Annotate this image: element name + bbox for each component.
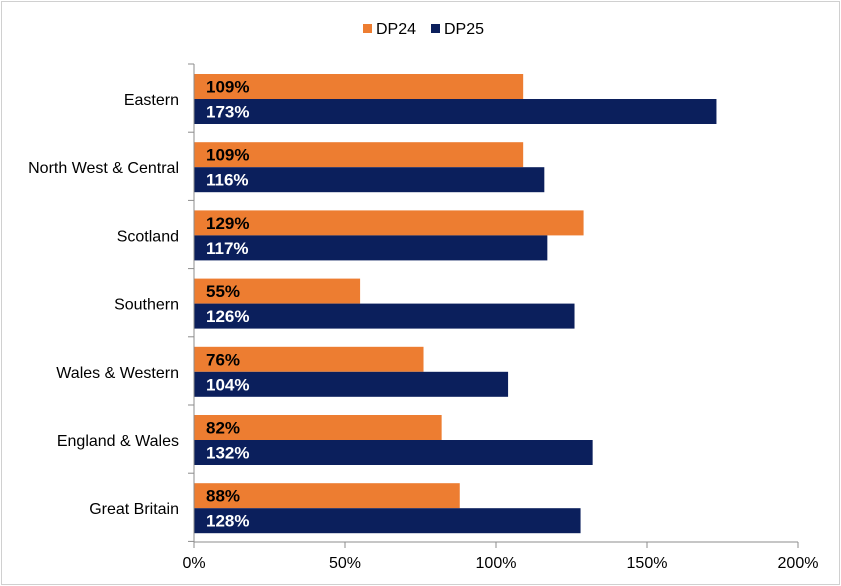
x-tick-label-150: 150% xyxy=(627,555,668,572)
legend-swatch-dp24 xyxy=(363,24,372,33)
data-label-dp25-north-west-and-central: 116% xyxy=(206,171,249,190)
category-label-southern: Southern xyxy=(114,297,179,314)
legend-label-dp24: DP24 xyxy=(376,21,416,38)
category-label-north-west-and-central: North West & Central xyxy=(28,160,179,177)
x-tick-label-100: 100% xyxy=(476,555,517,572)
data-label-dp25-wales-and-western: 104% xyxy=(206,375,249,394)
bar-dp24-north-west-and-central xyxy=(194,142,524,168)
axes-group: 0% 50% 100% 150% 200% xyxy=(182,63,819,572)
category-label-england-and-wales: England & Wales xyxy=(57,433,179,450)
category-label-scotland: Scotland xyxy=(117,228,179,245)
category-label-great-britain: Great Britain xyxy=(89,501,179,518)
bar-dp25-england-and-wales xyxy=(194,440,593,465)
data-label-dp25-southern: 126% xyxy=(206,307,249,326)
bar-dp25-north-west-and-central xyxy=(194,167,545,193)
bar-dp24-england-and-wales xyxy=(194,415,442,440)
bar-dp24-scotland xyxy=(194,210,584,236)
category-label-wales-and-western: Wales & Western xyxy=(56,365,179,382)
data-label-dp25-england-and-wales: 132% xyxy=(206,444,249,463)
category-label-eastern: Eastern xyxy=(124,92,179,109)
x-tick-label-200: 200% xyxy=(778,555,819,572)
legend-swatch-dp25 xyxy=(431,24,440,33)
bar-dp24-great-britain xyxy=(194,483,460,509)
data-label-dp25-eastern: 173% xyxy=(206,103,249,122)
data-label-dp25-great-britain: 128% xyxy=(206,512,249,531)
data-label-dp24-eastern: 109% xyxy=(206,78,249,97)
bar-dp25-eastern xyxy=(194,99,717,124)
bar-dp24-eastern xyxy=(194,74,524,99)
bar-dp25-great-britain xyxy=(194,508,581,534)
bar-dp25-scotland xyxy=(194,235,548,261)
data-label-dp24-north-west-and-central: 109% xyxy=(206,146,249,165)
data-label-dp24-wales-and-western: 76% xyxy=(206,350,240,369)
bar-dp25-wales-and-western xyxy=(194,371,509,397)
bars-group: 109% 173% 109% 116% 129% 117% 55% 126% 76% 104% 82… xyxy=(194,74,717,534)
data-label-dp24-great-britain: 88% xyxy=(206,487,240,506)
x-tick-label-50: 50% xyxy=(329,555,361,572)
category-labels: Eastern North West & Central Scotland South… xyxy=(28,92,179,518)
legend: DP24 DP25 xyxy=(363,21,484,38)
legend-label-dp25: DP25 xyxy=(444,21,484,38)
bar-dp24-southern xyxy=(194,278,361,304)
x-tick-label-0: 0% xyxy=(182,555,205,572)
bar-dp25-southern xyxy=(194,303,575,329)
data-label-dp24-southern: 55% xyxy=(206,282,240,301)
data-label-dp25-scotland: 117% xyxy=(206,239,249,258)
data-label-dp24-scotland: 129% xyxy=(206,214,249,233)
bar-dp24-wales-and-western xyxy=(194,346,424,372)
data-label-dp24-england-and-wales: 82% xyxy=(206,419,240,438)
